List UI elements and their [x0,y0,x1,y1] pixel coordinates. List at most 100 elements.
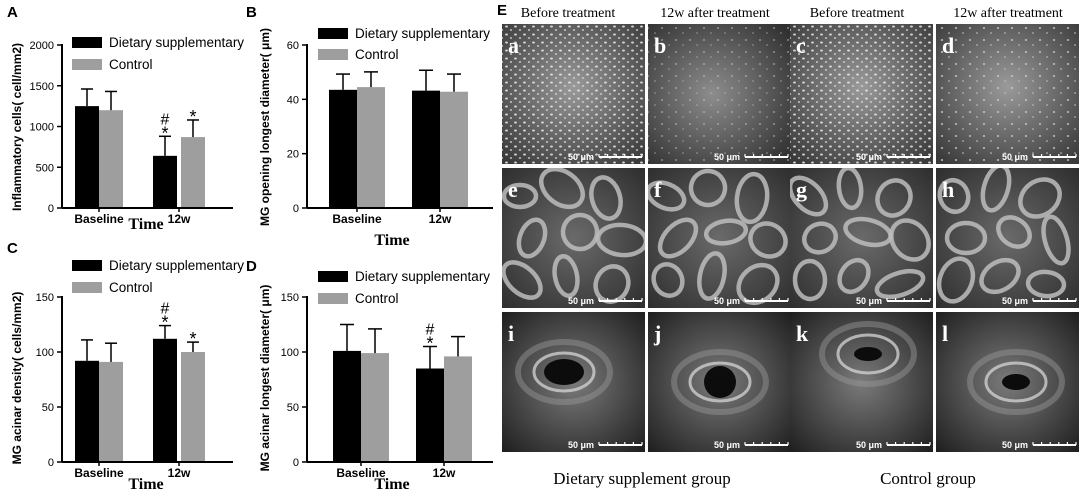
y-tick-label: 100 [281,347,299,359]
tile-letter: i [508,321,514,346]
tile-letter: d [942,33,954,58]
scale-bar-label: 50 μm [714,152,740,162]
tile-letter: b [654,33,666,58]
legend-label-control: Control [355,291,399,306]
bar [75,106,99,208]
x-axis-label: Time [128,476,163,493]
chart-c: C MG acinar density( cells/mm2) Time Die… [7,240,244,493]
panel-label-a: A [7,4,18,21]
micrograph-f: f 50 μm [648,168,791,308]
scale-bar-label: 50 μm [568,296,594,306]
bar [440,91,468,208]
scale-bar [744,442,789,446]
legend-swatch-dietary [318,271,348,282]
micrograph-e: e 50 μm [502,168,645,308]
bar [357,87,385,208]
scale-bar [886,298,931,302]
scale-bar-label: 50 μm [714,296,740,306]
y-tick-label: 60 [287,40,299,52]
micrograph-d: d 50 μm [936,24,1079,164]
bar [99,110,123,208]
panel-label-c: C [7,240,18,257]
significance-star: * [161,123,168,143]
image-panel-e: E Before treatment 12w after treatment B… [497,2,1079,488]
legend-swatch-control [318,49,348,60]
panel-label-d: D [246,258,257,275]
x-tick-label: Baseline [74,212,124,226]
x-tick-label: 12w [168,212,191,226]
legend-swatch-dietary [72,260,102,271]
legend-label-control: Control [109,280,153,295]
micrograph-l: l 50 μm [936,312,1079,452]
tile-letter: a [508,33,519,58]
x-axis-label: Time [374,232,409,249]
x-tick-label: Baseline [332,212,382,226]
legend-label-dietary: Dietary supplementary [355,26,490,41]
legend: Dietary supplementary Control [318,26,490,62]
x-tick-label: Baseline [74,466,124,480]
y-tick-label: 50 [42,402,54,414]
scale-bar [1032,442,1077,446]
x-tick-label: 12w [168,466,191,480]
micrograph-k: k 50 μm [790,312,933,452]
scale-bar-label: 50 μm [568,152,594,162]
significance-star: * [426,334,433,354]
legend-label-dietary: Dietary supplementary [109,258,244,273]
y-tick-label: 0 [48,457,54,469]
chart-a: A Inflammatory cells( cell/mm2) Time Die… [7,4,244,233]
micrograph-a: a 50 μm [502,24,645,164]
micrograph-i: i 50 μm [502,312,645,452]
scale-bar [886,154,931,158]
x-tick-label: Baseline [336,466,386,480]
y-tick-label: 500 [36,162,54,174]
scale-bar-label: 50 μm [1002,440,1028,450]
legend-swatch-control [72,59,102,70]
y-tick-label: 50 [287,402,299,414]
column-header: Before treatment [521,6,616,21]
y-axis-label: MG opening longest diameter( μm) [258,28,272,226]
significance-star: * [189,107,196,127]
x-tick-label: 12w [433,466,456,480]
micrograph-j: j 50 μm [648,312,791,452]
micrograph-g: g 50 μm [790,168,933,308]
scale-bar [744,298,789,302]
scale-bar [598,298,643,302]
significance-hash: # [426,322,435,339]
y-tick-label: 0 [293,457,299,469]
legend-swatch-dietary [318,28,348,39]
micrograph-b: b 50 μm [648,24,791,164]
y-axis-label: MG acinar longest diameter( μm) [258,285,272,472]
scale-bar-label: 50 μm [714,440,740,450]
micrograph-c: c 50 μm [790,24,933,164]
y-tick-label: 2000 [30,40,54,52]
legend: Dietary supplementary Control [72,258,244,295]
y-tick-label: 150 [36,292,54,304]
bar [444,356,472,462]
legend: Dietary supplementary Control [318,269,490,306]
tile-letter: k [796,321,809,346]
y-tick-label: 0 [48,203,54,215]
tile-letter: e [508,177,518,202]
legend-label-dietary: Dietary supplementary [355,269,490,284]
column-header: Before treatment [810,6,905,21]
legend-swatch-control [318,293,348,304]
scale-bar [598,154,643,158]
bar [333,350,361,462]
scale-bar [1032,154,1077,158]
tile-letter: h [942,177,954,202]
tile-letter: f [654,177,662,202]
scale-bar-label: 50 μm [1002,296,1028,306]
tile-letter: l [942,321,948,346]
legend-label-control: Control [355,47,399,62]
group-label-control: Control group [880,469,976,488]
y-tick-label: 150 [281,292,299,304]
bar [329,89,357,208]
bar [75,360,99,462]
tile-letter: j [653,321,661,346]
chart-d: D MG acinar longest diameter( μm) Time D… [246,258,493,493]
significance-hash: # [161,301,170,318]
bar [153,155,177,208]
y-tick-label: 1000 [30,122,54,134]
column-header: 12w after treatment [660,6,770,21]
